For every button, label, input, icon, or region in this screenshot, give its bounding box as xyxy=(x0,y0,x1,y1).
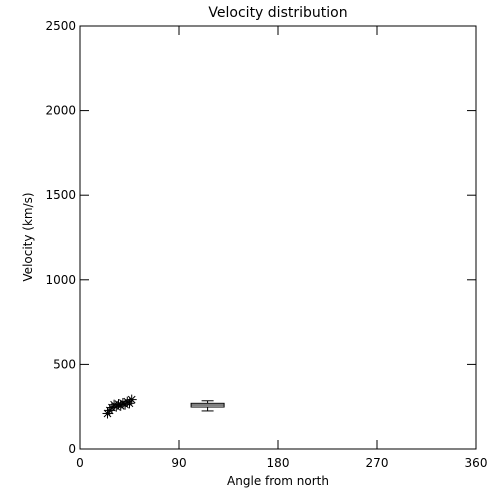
y-tick-label: 1000 xyxy=(45,273,76,287)
y-tick-label: 2000 xyxy=(45,104,76,118)
chart-title: Velocity distribution xyxy=(208,5,347,21)
y-axis-label: Velocity (km/s) xyxy=(21,192,35,281)
scatter-series xyxy=(102,394,137,419)
x-tick-label: 360 xyxy=(465,456,488,470)
y-tick-label: 1500 xyxy=(45,188,76,202)
x-tick-label: 180 xyxy=(267,456,290,470)
y-axis-ticks: 0 500 1000 1500 2000 2500 xyxy=(45,19,476,456)
box-plot xyxy=(190,400,225,412)
y-tick-label: 0 xyxy=(68,442,76,456)
x-axis-ticks: 0 90 180 270 360 xyxy=(76,26,487,470)
y-tick-label: 2500 xyxy=(45,19,76,33)
y-tick-label: 500 xyxy=(53,357,76,371)
x-tick-label: 90 xyxy=(171,456,186,470)
x-tick-label: 0 xyxy=(76,456,84,470)
data-point xyxy=(126,394,137,405)
x-tick-label: 270 xyxy=(366,456,389,470)
plot-frame xyxy=(79,25,477,450)
x-axis-label: Angle from north xyxy=(227,474,329,488)
